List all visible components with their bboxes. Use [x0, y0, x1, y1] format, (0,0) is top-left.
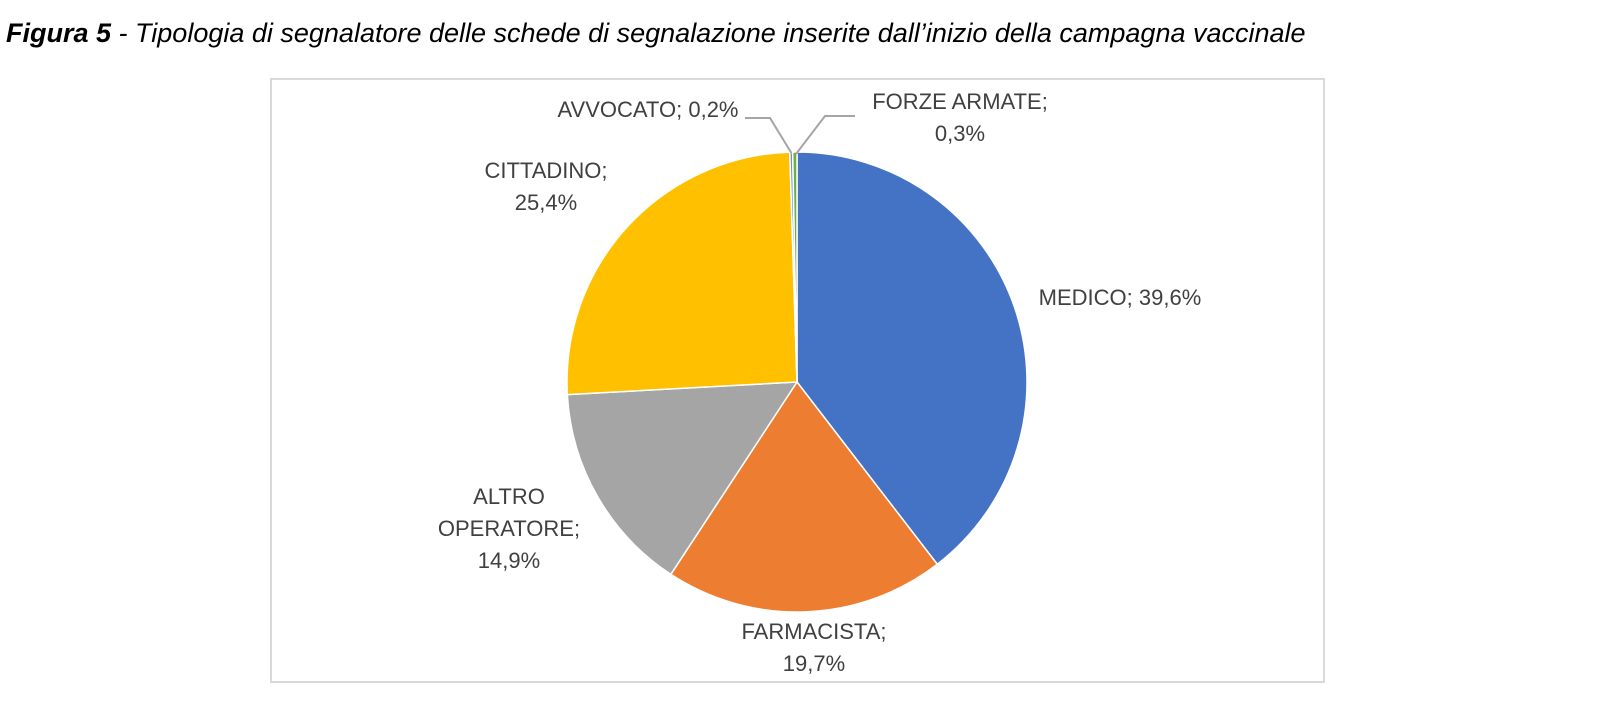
label-separator: ; [676, 97, 683, 122]
pie-slice [566, 151, 798, 396]
pie-slice [566, 381, 799, 576]
data-label: CITTADINO; 25,4% [466, 155, 626, 219]
chart-subtitle: - Tipologia di segnalatore delle schede … [118, 18, 1306, 48]
value-label: 39,6% [1138, 285, 1202, 310]
leader-line [795, 115, 855, 155]
data-label: ALTRO OPERATORE; 14,9% [434, 481, 584, 577]
category-label: FARMACISTA [741, 619, 881, 644]
data-label: FARMACISTA; 19,7% [714, 616, 914, 680]
chart-area [270, 78, 1325, 683]
label-separator: ; [601, 158, 608, 183]
category-label: AVVOCATO [557, 97, 677, 122]
category-label: CITTADINO [484, 158, 602, 183]
category-label: MEDICO [1038, 285, 1127, 310]
data-label: MEDICO; 39,6% [990, 282, 1250, 314]
category-label: ALTRO OPERATORE [437, 484, 574, 541]
value-label: 19,7% [782, 651, 846, 676]
data-label: AVVOCATO; 0,2% [538, 94, 758, 126]
value-label: 25,4% [514, 190, 578, 215]
pie-slice [796, 151, 1028, 566]
category-label: FORZE ARMATE [872, 89, 1042, 114]
data-label: FORZE ARMATE; 0,3% [850, 86, 1070, 150]
label-separator: ; [1041, 89, 1048, 114]
pie-slice [669, 380, 939, 613]
label-separator: ; [573, 516, 581, 541]
leader-line [745, 117, 793, 155]
chart-title: Figura 5 [6, 18, 112, 48]
label-separator: ; [880, 619, 887, 644]
label-separator: ; [1126, 285, 1133, 310]
value-label: 0,3% [934, 121, 986, 146]
chart-title-block: Figura 5 - Tipologia di segnalatore dell… [6, 18, 1306, 49]
value-label: 0,2% [688, 97, 739, 122]
value-label: 14,9% [477, 548, 541, 573]
